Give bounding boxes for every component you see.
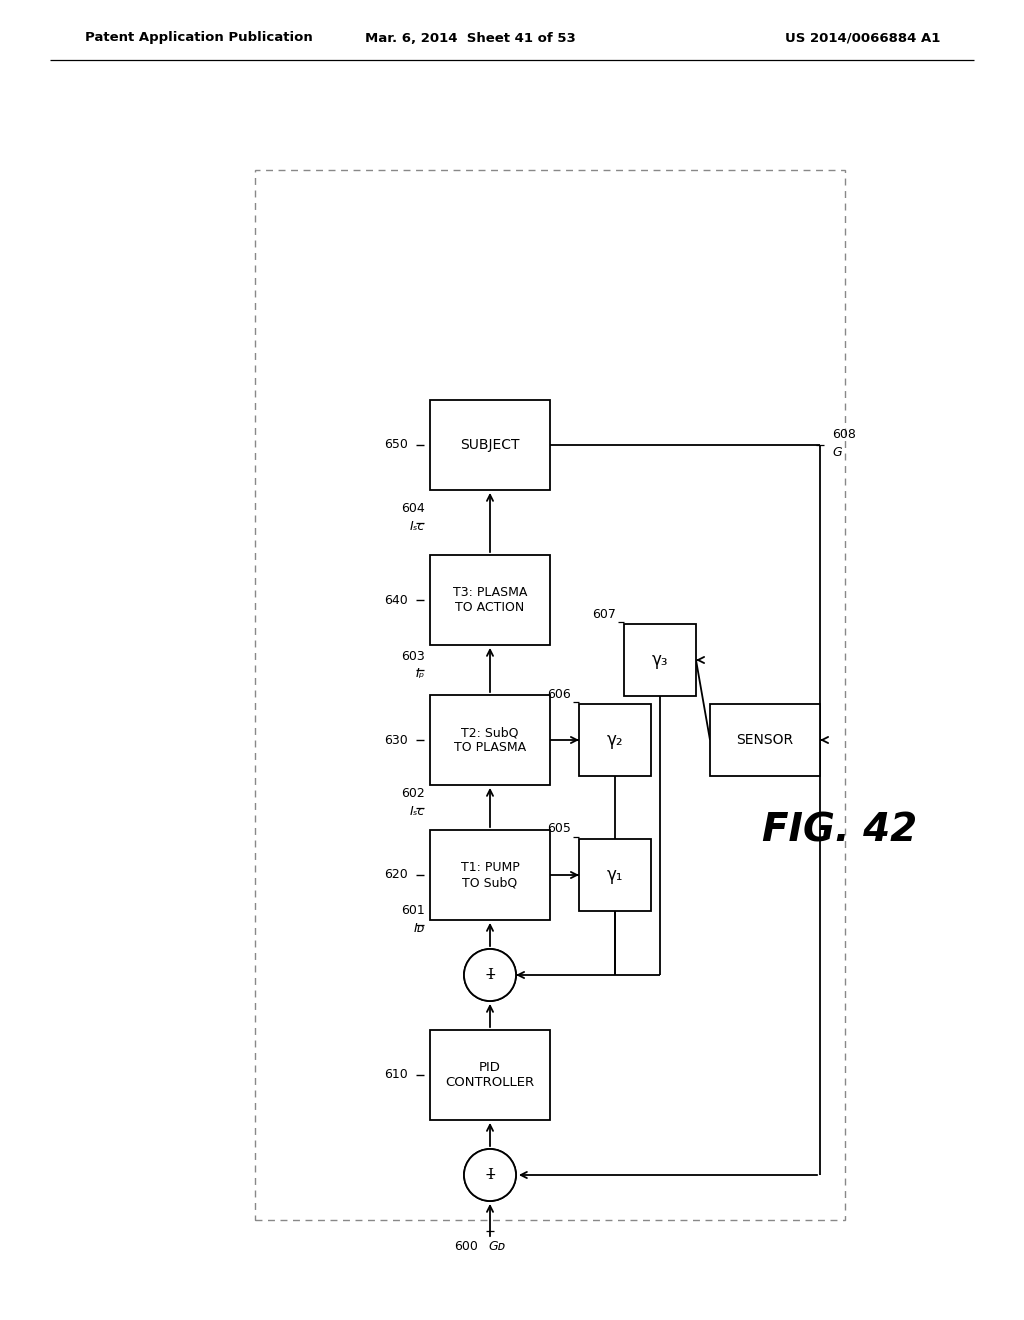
FancyBboxPatch shape: [430, 830, 550, 920]
Text: 603: 603: [401, 649, 425, 663]
Text: 600: 600: [454, 1239, 478, 1253]
FancyBboxPatch shape: [624, 624, 696, 696]
Circle shape: [464, 1148, 516, 1201]
Text: SUBJECT: SUBJECT: [460, 438, 520, 451]
Text: Iₚ: Iₚ: [416, 668, 425, 681]
FancyBboxPatch shape: [430, 554, 550, 645]
FancyBboxPatch shape: [430, 696, 550, 785]
Text: PID
CONTROLLER: PID CONTROLLER: [445, 1061, 535, 1089]
Text: T1: PUMP
TO SubQ: T1: PUMP TO SubQ: [461, 861, 519, 888]
Text: 608: 608: [831, 429, 856, 441]
FancyBboxPatch shape: [430, 400, 550, 490]
Text: 606: 606: [547, 688, 571, 701]
Text: 650: 650: [384, 438, 408, 451]
Text: T2: SubQ
TO PLASMA: T2: SubQ TO PLASMA: [454, 726, 526, 754]
Text: 601: 601: [401, 904, 425, 917]
Text: 602: 602: [401, 787, 425, 800]
Text: FIG. 42: FIG. 42: [763, 810, 918, 849]
Text: Patent Application Publication: Patent Application Publication: [85, 32, 312, 45]
FancyBboxPatch shape: [579, 704, 651, 776]
Text: 620: 620: [384, 869, 408, 882]
Text: T3: PLASMA
TO ACTION: T3: PLASMA TO ACTION: [453, 586, 527, 614]
Text: I: I: [487, 968, 493, 982]
Text: Iᴅ: Iᴅ: [414, 923, 425, 936]
Text: Iₛᴄ: Iₛᴄ: [410, 520, 425, 533]
Text: US 2014/0066884 A1: US 2014/0066884 A1: [784, 32, 940, 45]
Circle shape: [464, 949, 516, 1001]
Text: 605: 605: [547, 822, 571, 836]
Text: −: −: [484, 968, 496, 982]
Text: γ₂: γ₂: [606, 731, 624, 748]
Text: γ₁: γ₁: [607, 866, 624, 884]
Text: Gᴅ: Gᴅ: [488, 1239, 505, 1253]
Text: Mar. 6, 2014  Sheet 41 of 53: Mar. 6, 2014 Sheet 41 of 53: [365, 32, 575, 45]
Text: SENSOR: SENSOR: [736, 733, 794, 747]
Text: G: G: [831, 446, 842, 459]
Text: 640: 640: [384, 594, 408, 606]
FancyBboxPatch shape: [710, 704, 820, 776]
Text: 610: 610: [384, 1068, 408, 1081]
Text: Iₛᴄ: Iₛᴄ: [410, 805, 425, 818]
Text: 607: 607: [592, 607, 616, 620]
Circle shape: [464, 1148, 516, 1201]
Text: I: I: [487, 1168, 493, 1181]
Text: 630: 630: [384, 734, 408, 747]
Text: γ₃: γ₃: [651, 651, 669, 669]
Text: 604: 604: [401, 502, 425, 515]
Circle shape: [464, 949, 516, 1001]
Text: −: −: [484, 1168, 496, 1181]
FancyBboxPatch shape: [430, 1030, 550, 1119]
FancyBboxPatch shape: [579, 840, 651, 911]
